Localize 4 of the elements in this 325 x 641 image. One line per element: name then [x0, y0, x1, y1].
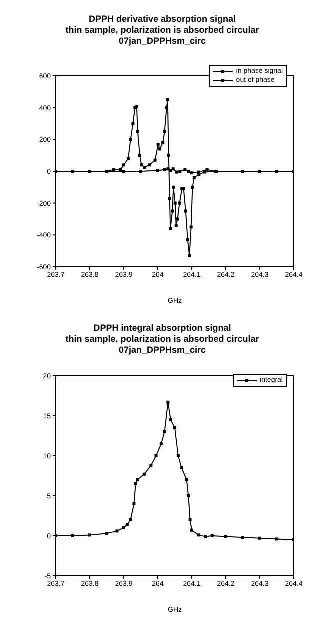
- chart-title: DPPH derivative absorption signal: [88, 14, 238, 25]
- chart-subtitle: thin sample, polarization is absorbed circular 07jan_DPPHsm_circ: [64, 334, 260, 356]
- chart-subtitle: thin sample, polarization is absorbed circular 07jan_DPPHsm_circ: [64, 25, 260, 47]
- chart-title: DPPH integral absorption signal: [92, 323, 232, 334]
